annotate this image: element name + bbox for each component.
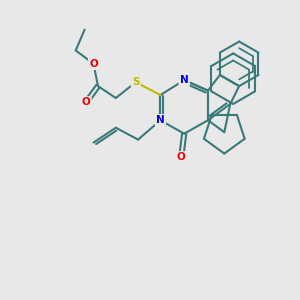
Text: N: N <box>180 75 189 85</box>
Text: O: O <box>177 152 186 162</box>
Text: S: S <box>132 77 140 87</box>
Text: O: O <box>82 98 91 107</box>
Text: N: N <box>156 115 165 125</box>
Text: O: O <box>89 59 98 69</box>
